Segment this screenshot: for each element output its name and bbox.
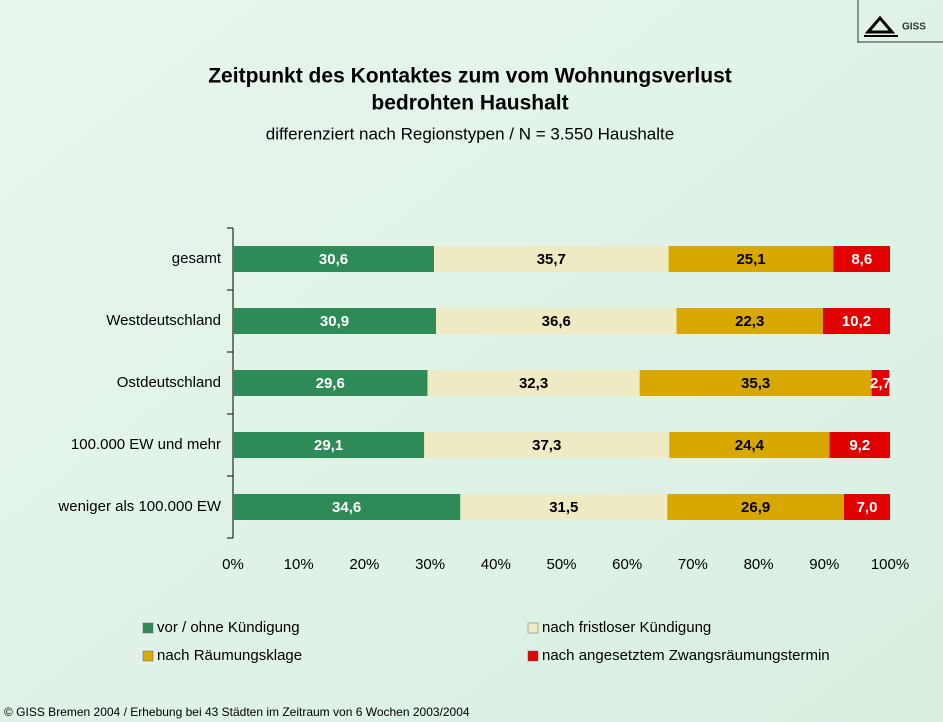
legend-label: nach angesetztem Zwangsräumungstermin bbox=[542, 647, 830, 664]
x-tick-label: 20% bbox=[349, 556, 379, 573]
bar-segment bbox=[233, 432, 425, 458]
legend-label: nach fristloser Kündigung bbox=[542, 619, 711, 636]
bar-segment bbox=[639, 370, 872, 396]
data-label: 30,9 bbox=[320, 313, 349, 330]
data-label: 26,9 bbox=[741, 499, 770, 516]
bar-segment bbox=[833, 246, 890, 272]
chart-title: Zeitpunkt des Kontaktes zum vom Wohnungs… bbox=[208, 65, 732, 88]
bar-segment bbox=[669, 432, 830, 458]
logo-text: GISS bbox=[902, 22, 926, 33]
footer: © GISS Bremen 2004 / Erhebung bei 43 Stä… bbox=[4, 705, 470, 719]
bar-segment bbox=[233, 370, 428, 396]
bar-segment bbox=[233, 308, 437, 334]
data-label: 36,6 bbox=[542, 313, 571, 330]
data-label: 37,3 bbox=[532, 437, 561, 454]
bar-segment bbox=[668, 246, 834, 272]
data-label: 31,5 bbox=[549, 499, 578, 516]
legend-swatch bbox=[527, 622, 539, 634]
bar-segment bbox=[233, 494, 461, 520]
data-label: 22,3 bbox=[735, 313, 764, 330]
bar-segment bbox=[460, 494, 668, 520]
data-label: 8,6 bbox=[851, 251, 872, 268]
legend-label: vor / ohne Kündigung bbox=[157, 619, 300, 636]
logo-icon bbox=[864, 15, 896, 34]
data-label: 35,3 bbox=[741, 375, 770, 392]
data-label: 30,6 bbox=[319, 251, 348, 268]
data-label: 34,6 bbox=[332, 499, 361, 516]
data-label: 29,1 bbox=[314, 437, 343, 454]
bar-segment bbox=[424, 432, 670, 458]
y-tick-label: gesamt bbox=[172, 250, 222, 267]
bar-segment bbox=[676, 308, 823, 334]
x-tick-label: 90% bbox=[809, 556, 839, 573]
data-label: 25,1 bbox=[736, 251, 765, 268]
data-label: 35,7 bbox=[537, 251, 566, 268]
data-label: 29,6 bbox=[316, 375, 345, 392]
data-label: 9,2 bbox=[849, 437, 870, 454]
chart-subtitle: differenziert nach Regionstypen / N = 3.… bbox=[266, 124, 674, 143]
bar-segment bbox=[434, 246, 669, 272]
legend-label: nach Räumungsklage bbox=[157, 647, 302, 664]
x-tick-label: 30% bbox=[415, 556, 445, 573]
x-tick-label: 40% bbox=[481, 556, 511, 573]
chart-title: bedrohten Haushalt bbox=[371, 92, 568, 115]
data-label: 32,3 bbox=[519, 375, 548, 392]
x-tick-label: 80% bbox=[744, 556, 774, 573]
legend-swatch bbox=[142, 650, 154, 662]
x-tick-label: 0% bbox=[222, 556, 244, 573]
bar-segment bbox=[871, 370, 890, 396]
bar-segment bbox=[436, 308, 677, 334]
data-label: 7,0 bbox=[857, 499, 878, 516]
legend-swatch bbox=[527, 650, 539, 662]
x-tick-label: 70% bbox=[678, 556, 708, 573]
x-tick-label: 60% bbox=[612, 556, 642, 573]
y-tick-label: 100.000 EW und mehr bbox=[71, 436, 221, 453]
bar-segment bbox=[667, 494, 845, 520]
bar-segment bbox=[822, 308, 890, 334]
x-tick-label: 100% bbox=[871, 556, 909, 573]
data-label: 10,2 bbox=[842, 313, 871, 330]
bar-segment bbox=[427, 370, 640, 396]
legend-swatch bbox=[142, 622, 154, 634]
bar-segment bbox=[829, 432, 890, 458]
y-tick-label: Westdeutschland bbox=[106, 312, 221, 329]
x-tick-label: 50% bbox=[546, 556, 576, 573]
bar-segment bbox=[844, 494, 890, 520]
y-tick-label: weniger als 100.000 EW bbox=[57, 498, 221, 515]
data-label: 24,4 bbox=[735, 437, 765, 454]
y-tick-label: Ostdeutschland bbox=[117, 374, 221, 391]
data-label: 2,7 bbox=[870, 375, 891, 392]
x-tick-label: 10% bbox=[284, 556, 314, 573]
bar-segment bbox=[233, 246, 435, 272]
